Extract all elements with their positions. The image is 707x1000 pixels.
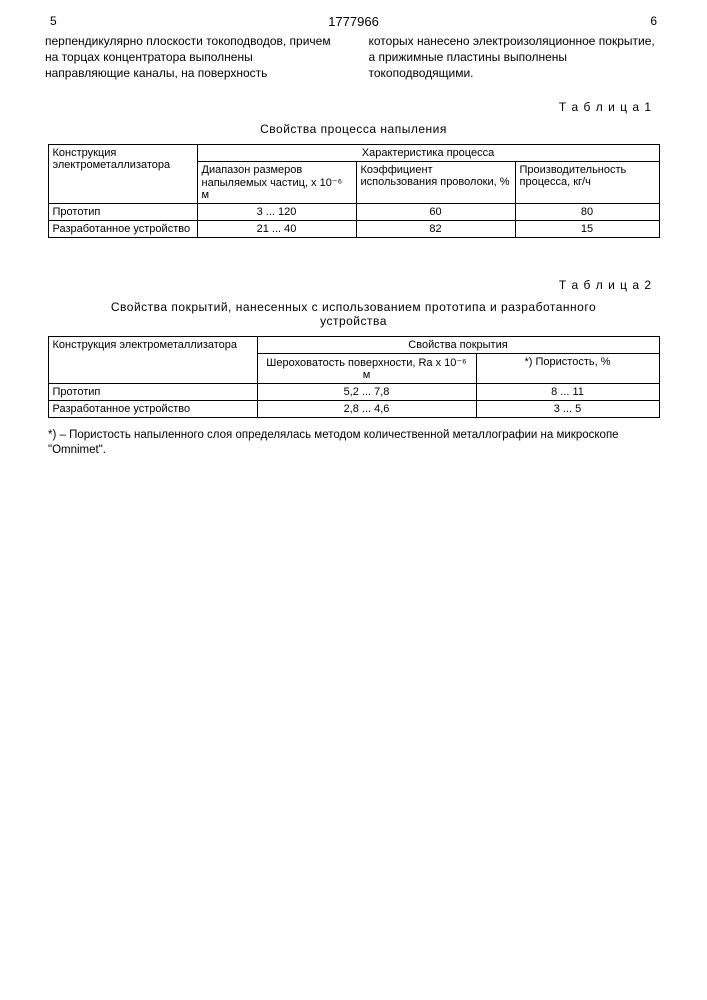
table1-head-range: Диапазон размеров напыляемых частиц, x 1… [197, 161, 356, 203]
table-row: Прототип 3 ... 120 60 80 [48, 203, 659, 220]
page-col-left: 5 [50, 14, 57, 29]
table2-head-poros: *) Пористость, % [476, 353, 659, 383]
page-col-right: 6 [650, 14, 657, 29]
document-number: 1777966 [328, 14, 379, 29]
table-row: Разработанное устройство 21 ... 40 82 15 [48, 220, 659, 237]
table2-r1-rough: 2,8 ... 4,6 [257, 400, 476, 417]
table2-title: Свойства покрытий, нанесенных с использо… [0, 298, 707, 336]
table2-label: Т а б л и ц а 2 [0, 238, 707, 298]
table1-head-perf: Производительность процесса, кг/ч [515, 161, 659, 203]
table-row: Прототип 5,2 ... 7,8 8 ... 11 [48, 383, 659, 400]
table1-head-coef: Коэффициент использования проволоки, % [356, 161, 515, 203]
table2-head-construction: Конструкция электрометаллизатора [48, 336, 257, 383]
table1-r1-coef: 82 [356, 220, 515, 237]
table2-r0-poros: 8 ... 11 [476, 383, 659, 400]
table1-r0-perf: 80 [515, 203, 659, 220]
body-text-left: перпендикулярно плоскости токоподводов, … [45, 33, 339, 82]
table1-r0-coef: 60 [356, 203, 515, 220]
body-text-right: которых нанесено электроизоляционное пок… [369, 33, 663, 82]
table1-r1-name: Разработанное устройство [48, 220, 197, 237]
table1-r0-name: Прототип [48, 203, 197, 220]
table2-head-props: Свойства покрытия [257, 336, 659, 353]
table1-label: Т а б л и ц а 1 [0, 82, 707, 120]
table-row: Разработанное устройство 2,8 ... 4,6 3 .… [48, 400, 659, 417]
table1-r1-range: 21 ... 40 [197, 220, 356, 237]
table1-r0-range: 3 ... 120 [197, 203, 356, 220]
table1: Конструкция электрометаллизатора Характе… [48, 144, 660, 238]
table2: Конструкция электрометаллизатора Свойств… [48, 336, 660, 418]
table2-r1-poros: 3 ... 5 [476, 400, 659, 417]
table1-head-char: Характеристика процесса [197, 144, 659, 161]
table1-r1-perf: 15 [515, 220, 659, 237]
table2-r0-rough: 5,2 ... 7,8 [257, 383, 476, 400]
table1-title: Свойства процесса напыления [0, 120, 707, 144]
footnote: *) – Пористость напыленного слоя определ… [0, 418, 707, 459]
table1-head-construction: Конструкция электрометаллизатора [48, 144, 197, 203]
table2-head-rough: Шероховатость поверхности, Ra x 10⁻⁶ м [257, 353, 476, 383]
table2-r1-name: Разработанное устройство [48, 400, 257, 417]
table2-r0-name: Прототип [48, 383, 257, 400]
